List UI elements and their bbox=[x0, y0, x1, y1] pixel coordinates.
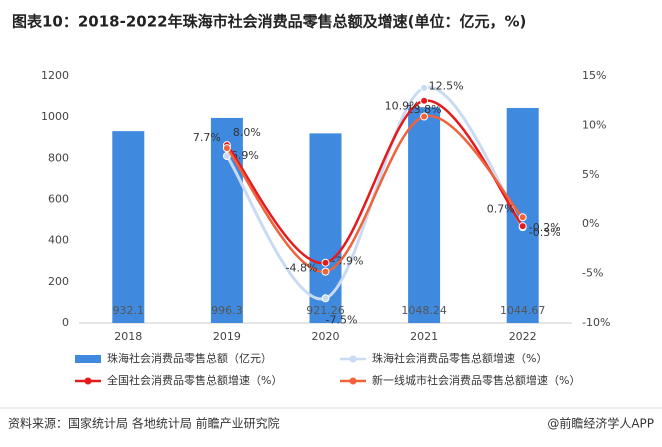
point-label: 10.9% bbox=[385, 100, 420, 113]
x-tick-label: 2020 bbox=[312, 330, 340, 343]
y-tick-label: 1000 bbox=[41, 110, 69, 123]
y-tick-label: 400 bbox=[48, 234, 69, 247]
point-label: -0.3% bbox=[529, 226, 561, 239]
point bbox=[518, 222, 527, 231]
source: 资料来源：国家统计局 各地统计局 前瞻产业研究院 bbox=[8, 416, 280, 431]
point-label: 6.9% bbox=[231, 149, 259, 162]
x-tick-label: 2021 bbox=[410, 330, 438, 343]
bar-value-label: 932.1 bbox=[113, 304, 145, 317]
bar-value-label: 996.3 bbox=[211, 304, 243, 317]
legend-label: 珠海社会消费品零售总额增速（%） bbox=[372, 351, 547, 365]
point bbox=[222, 144, 231, 153]
point bbox=[420, 83, 429, 92]
legend-swatch bbox=[75, 355, 101, 363]
chart-title: 图表10：2018-2022年珠海市社会消费品零售总额及增速(单位：亿元，%) bbox=[12, 13, 526, 31]
point-label: 7.7% bbox=[193, 131, 221, 144]
point-label: -4.8% bbox=[286, 262, 318, 275]
bar-value-label: 921.26 bbox=[306, 304, 345, 317]
legend-swatch bbox=[349, 355, 357, 363]
point-label: 8.0% bbox=[233, 126, 261, 139]
y2-tick-label: 10% bbox=[582, 118, 606, 131]
point bbox=[518, 213, 527, 222]
y-tick-label: 800 bbox=[48, 151, 69, 164]
line bbox=[225, 99, 524, 265]
point-label: -0.2% bbox=[529, 221, 561, 234]
y2-tick-label: 15% bbox=[582, 69, 606, 82]
legend-label: 珠海社会消费品零售总额（亿元） bbox=[107, 351, 272, 365]
bar bbox=[309, 133, 342, 323]
y2-tick-label: 5% bbox=[582, 168, 599, 181]
y-tick-label: 600 bbox=[48, 193, 69, 206]
y-tick-label: 1200 bbox=[41, 69, 69, 82]
legend-swatch bbox=[349, 377, 357, 385]
point bbox=[321, 294, 330, 303]
brand: @前瞻经济学人APP bbox=[547, 416, 654, 431]
legend-swatch bbox=[84, 377, 92, 385]
bar-value-label: 1048.24 bbox=[401, 304, 447, 317]
point-label: 12.5% bbox=[429, 80, 464, 93]
bar bbox=[408, 107, 441, 323]
point-label: -3.9% bbox=[332, 255, 364, 268]
x-tick-label: 2019 bbox=[213, 330, 241, 343]
y2-tick-label: 0% bbox=[582, 217, 599, 230]
bar-value-label: 1044.67 bbox=[500, 304, 546, 317]
x-tick-label: 2018 bbox=[114, 330, 142, 343]
line bbox=[225, 114, 524, 273]
point bbox=[222, 152, 231, 161]
point bbox=[321, 267, 330, 276]
point bbox=[321, 258, 330, 267]
legend-label: 全国社会消费品零售总额增速（%） bbox=[107, 373, 282, 387]
point-label: -7.5% bbox=[326, 313, 358, 326]
y2-tick-label: -5% bbox=[582, 267, 603, 280]
y-tick-label: 0 bbox=[62, 316, 69, 329]
y-tick-label: 200 bbox=[48, 275, 69, 288]
x-tick-label: 2022 bbox=[509, 330, 537, 343]
legend-label: 新一线城市社会消费品零售总额增速（%） bbox=[372, 373, 580, 387]
y2-tick-label: -10% bbox=[582, 316, 610, 329]
bar bbox=[112, 131, 145, 323]
point bbox=[420, 112, 429, 121]
point bbox=[420, 96, 429, 105]
point-label: 0.7% bbox=[487, 202, 515, 215]
